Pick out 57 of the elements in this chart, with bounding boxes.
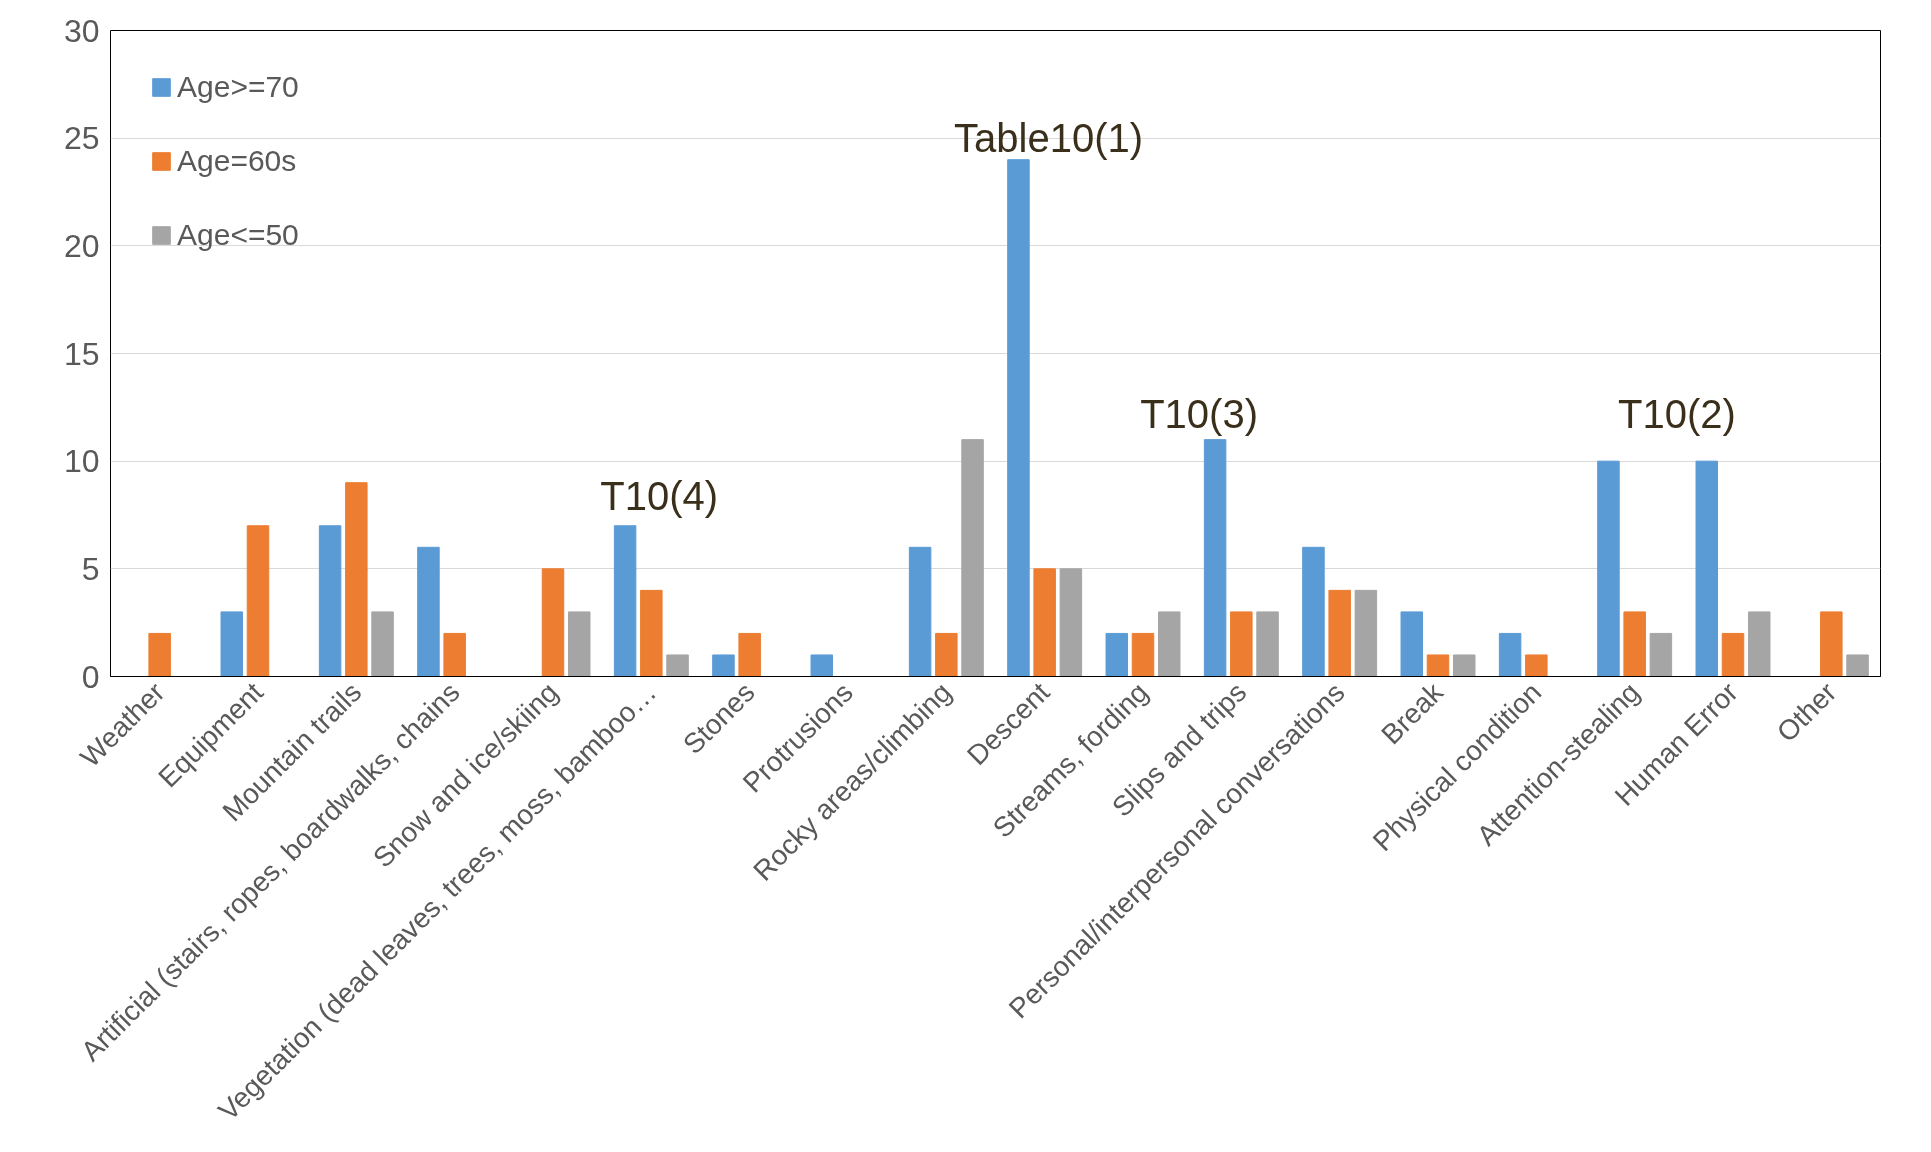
- bar: [1400, 611, 1424, 677]
- bar: [1230, 611, 1253, 677]
- bar: [810, 654, 834, 677]
- bar: [908, 546, 932, 677]
- bar: [417, 546, 440, 677]
- y-tick-label: 5: [81, 550, 100, 587]
- annotation: T10(2): [1618, 391, 1736, 436]
- bar: [1033, 568, 1056, 677]
- bar: [148, 632, 171, 677]
- bar: [1721, 632, 1745, 677]
- bar: [1426, 654, 1450, 677]
- bar: [961, 439, 984, 677]
- bar: [1059, 568, 1083, 677]
- legend-label: Age<=50: [177, 218, 299, 252]
- bar: [935, 632, 958, 677]
- annotation: T10(4): [600, 474, 719, 519]
- bar: [1007, 159, 1030, 677]
- bar: [1695, 460, 1719, 677]
- annotation: T10(3): [1140, 391, 1258, 436]
- legend-label: Age>=70: [177, 70, 299, 104]
- annotation: Table10(1): [954, 115, 1144, 160]
- bar: [1328, 589, 1351, 677]
- bar: [613, 525, 637, 677]
- bar: [1649, 632, 1673, 677]
- bar: [1105, 632, 1129, 677]
- y-tick-label: 30: [63, 12, 100, 49]
- bar: [738, 632, 761, 677]
- bar: [318, 525, 342, 677]
- bar: [1820, 611, 1843, 677]
- bar: [1498, 632, 1522, 677]
- y-tick-label: 15: [63, 335, 100, 372]
- bar: [567, 611, 591, 677]
- bar: [220, 611, 244, 677]
- bar: [1354, 589, 1378, 677]
- bar: [1525, 654, 1548, 677]
- bar: [666, 654, 689, 677]
- bar: [371, 611, 394, 677]
- bar: [345, 482, 368, 677]
- bar: [1203, 439, 1227, 677]
- bar: [1747, 611, 1771, 677]
- bar: [1131, 632, 1155, 677]
- bar: [640, 589, 663, 677]
- bar: [443, 632, 466, 677]
- y-tick-label: 25: [63, 120, 100, 157]
- bar: [1452, 654, 1476, 677]
- bar: [1623, 611, 1646, 677]
- bar: [541, 568, 565, 677]
- y-tick-label: 10: [63, 443, 100, 480]
- bar: [1302, 546, 1325, 677]
- bar: [1597, 460, 1620, 677]
- bar: [1846, 654, 1869, 677]
- bar: [246, 525, 270, 677]
- bar: [1157, 611, 1181, 677]
- y-tick-label: 20: [63, 227, 100, 264]
- bar: [1256, 611, 1279, 677]
- legend-label: Age=60s: [177, 144, 297, 178]
- bar: [712, 654, 735, 677]
